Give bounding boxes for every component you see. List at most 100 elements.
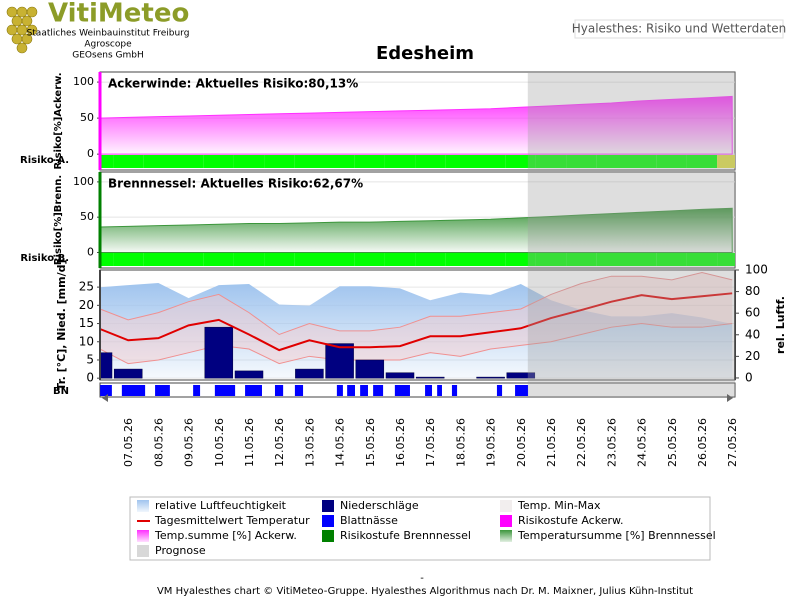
y-tick-label: 0 bbox=[87, 147, 94, 160]
tab-title: Hyalesthes: Risiko und Wetterdaten bbox=[572, 22, 787, 36]
precipitation-bar bbox=[295, 368, 324, 379]
leaf-wetness bbox=[515, 385, 529, 396]
x-tick-label: 19.05.26 bbox=[485, 418, 498, 467]
risk-area bbox=[99, 207, 733, 253]
leaf-wetness bbox=[347, 385, 356, 396]
risk-level bbox=[100, 253, 114, 266]
y-tick-label: 50 bbox=[80, 210, 94, 223]
risk-level bbox=[717, 253, 735, 266]
humidity-area bbox=[100, 282, 733, 378]
leaf-wetness bbox=[245, 385, 262, 396]
precipitation-bar bbox=[355, 359, 385, 379]
footer-dash: - bbox=[420, 573, 424, 584]
risk-level bbox=[656, 253, 687, 266]
x-tick-label: 17.05.26 bbox=[424, 418, 437, 467]
legend-label: Blattnässe bbox=[340, 514, 398, 527]
leaf-wetness bbox=[294, 385, 304, 396]
y-tick-label: 25 bbox=[79, 280, 94, 294]
leaf-wetness bbox=[214, 385, 236, 396]
precipitation-bar bbox=[99, 352, 113, 379]
logo-line: GEOsens GmbH bbox=[72, 51, 143, 61]
x-tick-label: 18.05.26 bbox=[454, 418, 467, 467]
risk-area bbox=[99, 95, 733, 155]
legend-label: Prognose bbox=[155, 544, 206, 557]
precipitation-bar bbox=[204, 326, 234, 379]
risk-level bbox=[656, 155, 687, 168]
risk-level bbox=[535, 253, 567, 266]
logo-line: Agroscope bbox=[84, 40, 132, 50]
risk-level bbox=[445, 155, 476, 168]
temperature-line bbox=[99, 292, 733, 352]
leaf-wetness bbox=[121, 385, 146, 396]
risk-level bbox=[294, 253, 325, 266]
leaf-wetness bbox=[425, 385, 433, 396]
legend-label: Niederschläge bbox=[340, 499, 419, 512]
risk-level bbox=[113, 155, 144, 168]
x-tick-label: 24.05.26 bbox=[636, 418, 649, 467]
risk-level bbox=[596, 155, 627, 168]
x-tick-label: 21.05.26 bbox=[545, 418, 558, 467]
y-tick-label: 5 bbox=[86, 352, 94, 366]
y-tick-label: 15 bbox=[79, 316, 94, 330]
risk-level bbox=[535, 155, 567, 168]
precipitation-bar bbox=[234, 370, 264, 379]
risk-level bbox=[717, 155, 735, 168]
legend-label: Temp. Min-Max bbox=[517, 499, 601, 512]
y2-axis-label: rel. Luftf. bbox=[774, 296, 787, 354]
risk-level bbox=[596, 253, 627, 266]
risk-level bbox=[686, 155, 718, 168]
risk-level bbox=[203, 253, 234, 266]
risk-level bbox=[626, 253, 657, 266]
y-tick-label: 0 bbox=[87, 245, 94, 258]
risk-level bbox=[294, 155, 325, 168]
risk-level bbox=[143, 253, 174, 266]
risk-level bbox=[505, 155, 536, 168]
legend-swatch bbox=[500, 530, 512, 542]
risk-level bbox=[686, 253, 718, 266]
y-tick-label: 10 bbox=[79, 334, 94, 348]
forecast-overlay bbox=[527, 72, 735, 398]
legend-label: Risikostufe Ackerw. bbox=[518, 514, 623, 527]
risk-level bbox=[475, 155, 506, 168]
risk-level bbox=[475, 253, 506, 266]
footer-text: VM Hyalesthes chart © VitiMeteo-Gruppe. … bbox=[157, 586, 693, 597]
precipitation-bar bbox=[385, 372, 415, 379]
risk-level bbox=[415, 253, 446, 266]
risk-level bbox=[173, 155, 204, 168]
risk-level bbox=[173, 253, 204, 266]
leaf-wetness bbox=[437, 385, 442, 396]
legend-swatch bbox=[137, 545, 149, 557]
y-tick-label: 20 bbox=[79, 298, 94, 312]
temp-max-line bbox=[99, 272, 733, 336]
panel-title: Ackerwinde: Aktuelles Risiko:80,13% bbox=[108, 77, 358, 91]
x-tick-label: 08.05.26 bbox=[152, 418, 165, 467]
x-tick-label: 25.05.26 bbox=[666, 418, 679, 467]
risk-level bbox=[100, 155, 114, 168]
risk-level bbox=[505, 253, 536, 266]
risk-level bbox=[445, 253, 476, 266]
x-tick-label: 12.05.26 bbox=[273, 418, 286, 467]
y-axis-label: Risiko[%]Ackerw. bbox=[53, 72, 64, 169]
logo-text: VitiMeteo bbox=[48, 0, 189, 29]
x-tick-label: 16.05.26 bbox=[394, 418, 407, 467]
precipitation-bar bbox=[476, 376, 505, 379]
risk-level bbox=[354, 253, 385, 266]
logo-line: Staatliches Weinbauinstitut Freiburg bbox=[27, 29, 190, 39]
legend-swatch bbox=[500, 500, 512, 512]
y-tick-label: 0 bbox=[86, 371, 94, 385]
precipitation-bar bbox=[113, 368, 143, 379]
legend-label: Tagesmittelwert Temperatur bbox=[154, 514, 310, 527]
leaf-wetness bbox=[100, 385, 112, 396]
legend-swatch bbox=[322, 515, 334, 527]
risk-level bbox=[264, 155, 295, 168]
risk-level bbox=[203, 155, 234, 168]
x-tick-label: 13.05.26 bbox=[303, 418, 316, 467]
leaf-wetness bbox=[193, 385, 201, 396]
precipitation-bar bbox=[506, 372, 536, 379]
risk-level bbox=[233, 155, 265, 168]
y-tick-label: 100 bbox=[73, 75, 94, 88]
leaf-wetness bbox=[360, 385, 368, 396]
legend-swatch bbox=[322, 500, 334, 512]
risk-level bbox=[143, 155, 174, 168]
